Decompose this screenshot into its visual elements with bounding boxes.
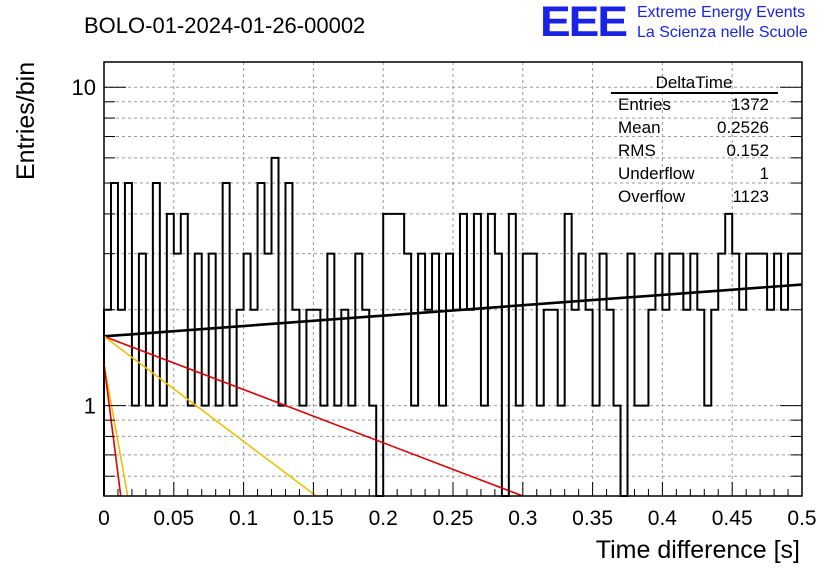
logo-text-line2: La Scienza nelle Scuole (637, 24, 808, 41)
fit-line (103, 363, 129, 497)
stats-box: DeltaTime Entries 1372 Mean 0.2526 RMS 0.152 U… (611, 73, 778, 206)
stats-row-value: 1 (760, 164, 769, 183)
stats-row-label: Entries (618, 95, 671, 114)
x-tick-label: 0.2 (369, 507, 398, 530)
stats-rows: Entries 1372 Mean 0.2526 RMS 0.152 Underflow 1 O… (618, 95, 769, 206)
stats-row-value: 0.152 (726, 141, 769, 160)
logo-text-line1: Extreme Energy Events (637, 4, 806, 21)
fit-lines (103, 283, 803, 497)
fit-line (103, 283, 803, 338)
stats-title: DeltaTime (656, 73, 733, 92)
x-tick-label: 0.4 (648, 507, 678, 530)
x-tick-label: 0.45 (712, 507, 753, 530)
stats-row-label: Mean (618, 118, 661, 137)
stats-row-value: 1372 (731, 95, 769, 114)
histogram-bars (103, 156, 802, 497)
y-axis-label: Entries/bin (12, 62, 40, 180)
x-tick-label: 0.25 (433, 507, 474, 530)
tick-labels: 0 0.05 0.1 0.15 0.2 0.25 0.3 0.35 0.4 0.45 0.5 1 10 (72, 75, 817, 530)
x-tick-label: 0.1 (229, 507, 258, 530)
stats-row-value: 0.2526 (717, 118, 769, 137)
y-tick-label: 1 (84, 394, 96, 419)
x-tick-label: 0.3 (508, 507, 537, 530)
axis-ticks (103, 86, 803, 496)
y-tick-label: 10 (72, 75, 96, 100)
x-tick-label: 0.05 (153, 507, 194, 530)
fit-line (103, 363, 122, 497)
stats-row-label: Overflow (618, 187, 686, 206)
chart-title: BOLO-01-2024-01-26-00002 (84, 13, 365, 38)
stats-row-label: Underflow (618, 164, 695, 183)
fit-line (103, 335, 524, 497)
x-tick-label: 0.35 (572, 507, 613, 530)
x-tick-label: 0 (98, 507, 110, 530)
x-axis-label: Time difference [s] (596, 536, 800, 564)
fit-line (103, 335, 317, 497)
eee-logo-mark: EEE (540, 0, 628, 46)
histogram-outline (103, 156, 802, 497)
x-tick-label: 0.15 (293, 507, 334, 530)
x-tick-label: 0.5 (787, 507, 816, 530)
stats-row-label: RMS (618, 141, 656, 160)
stats-row-value: 1123 (732, 187, 769, 206)
